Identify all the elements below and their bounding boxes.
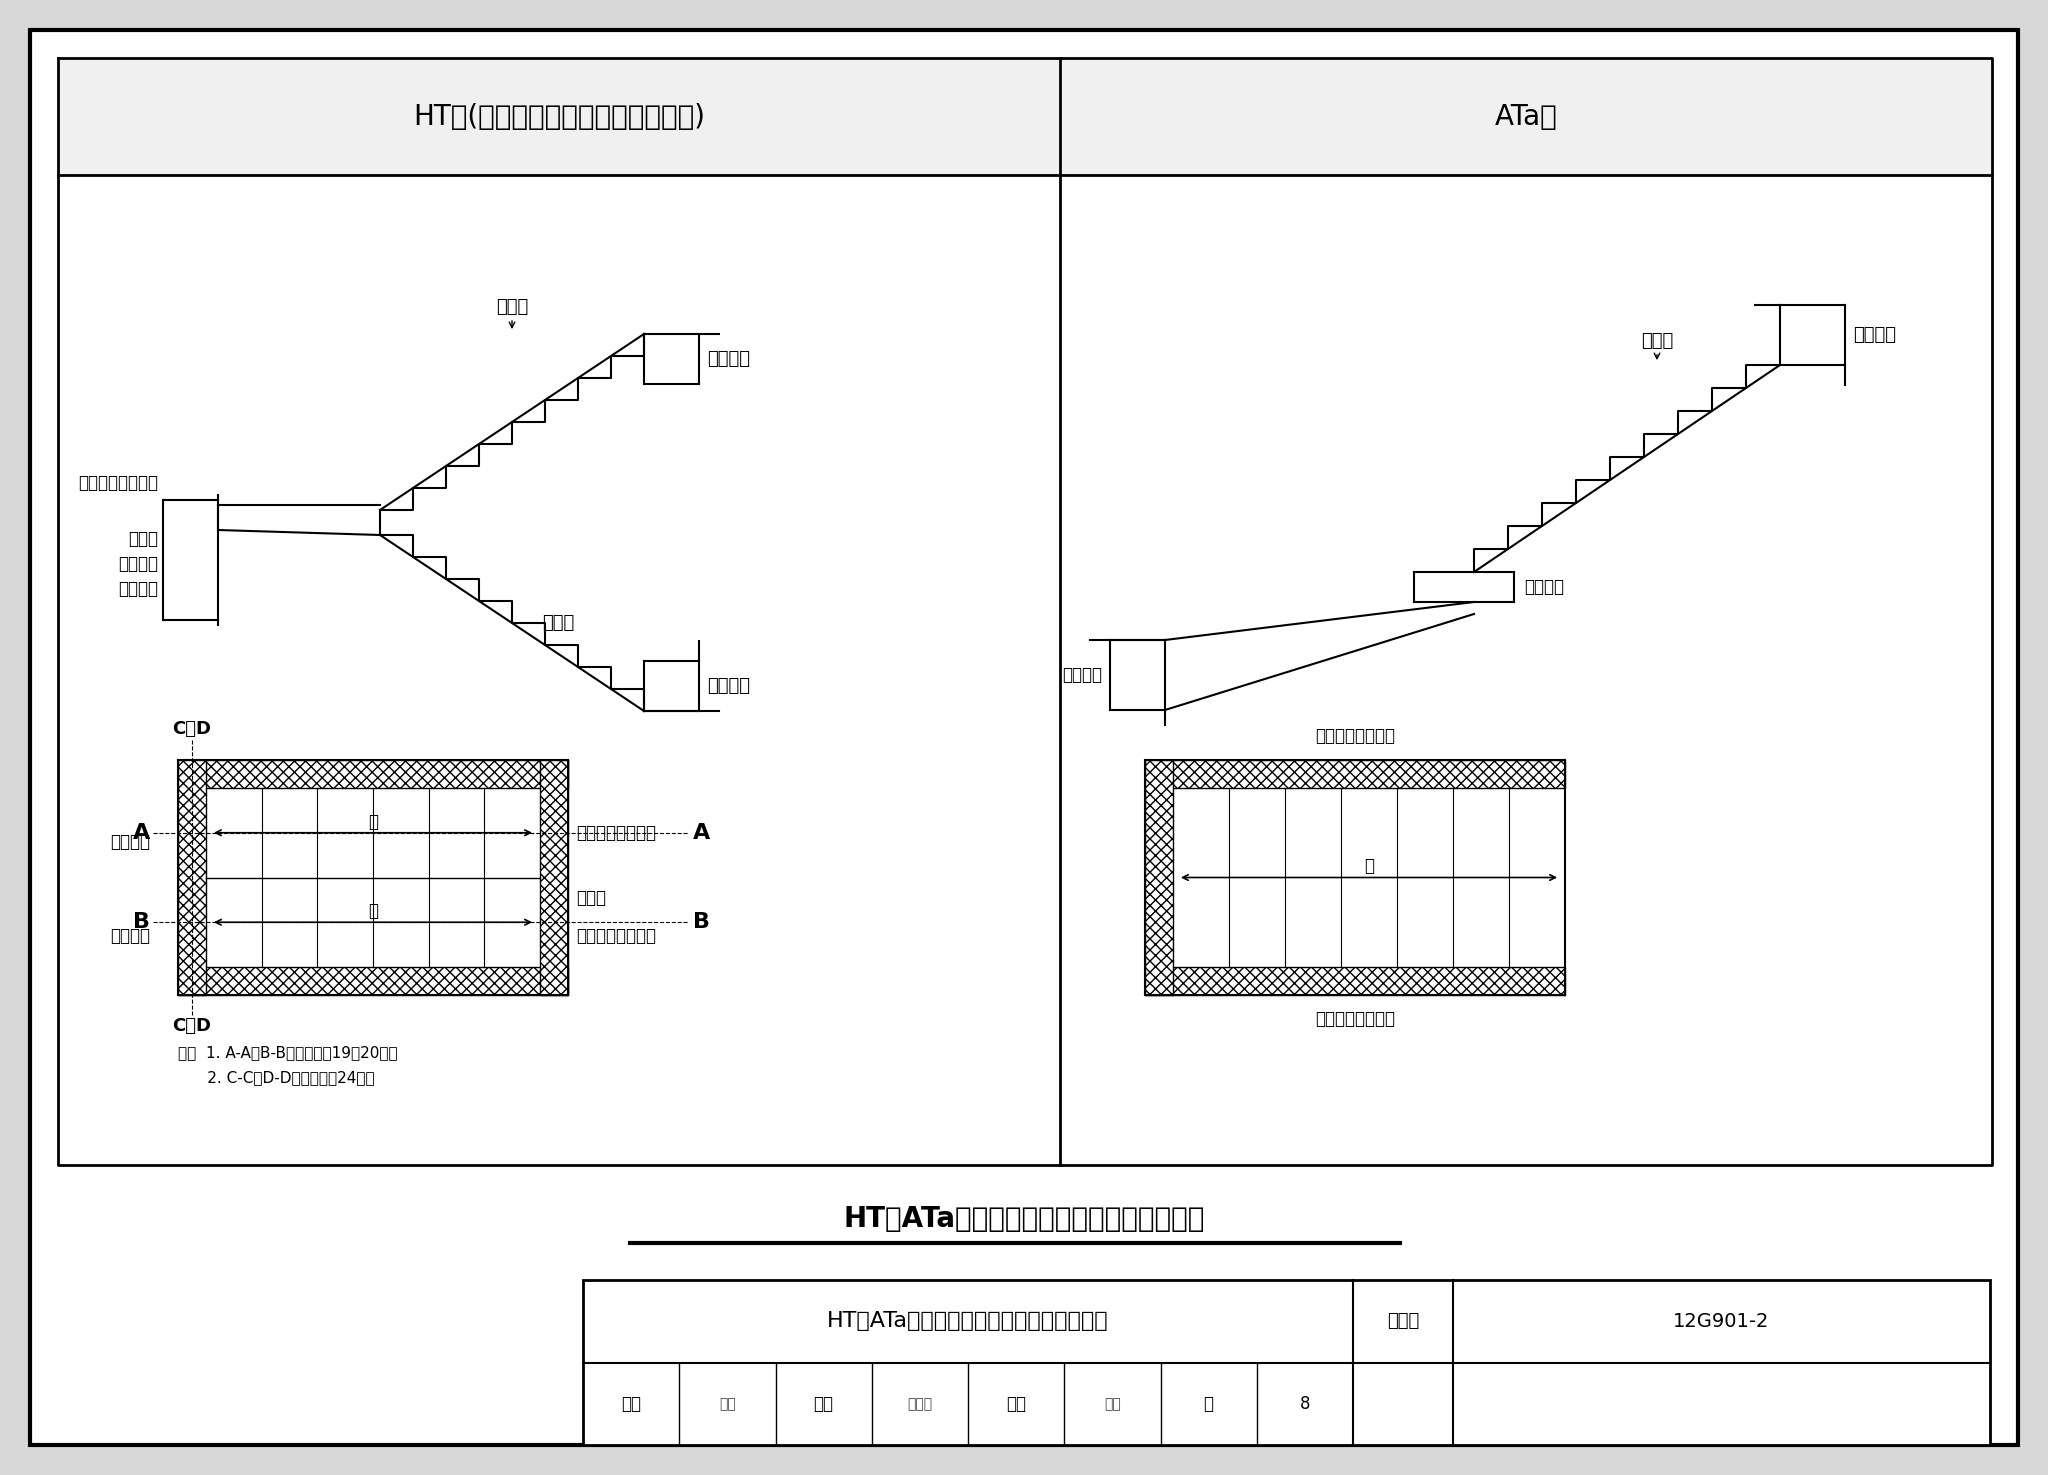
Text: HT型(有层间和楼层平板的双跑梯板): HT型(有层间和楼层平板的双跑梯板) xyxy=(414,102,705,130)
Text: 楼层梯梁单边支座: 楼层梯梁单边支座 xyxy=(575,928,655,945)
Text: 滑动支座: 滑动支座 xyxy=(1524,578,1565,596)
Text: 上: 上 xyxy=(1364,857,1374,876)
Text: A: A xyxy=(692,823,711,842)
Text: 图集号: 图集号 xyxy=(1386,1313,1419,1330)
Text: 上: 上 xyxy=(369,813,379,830)
Text: 三边支承层间平板: 三边支承层间平板 xyxy=(78,473,158,493)
Text: 踏步段: 踏步段 xyxy=(496,298,528,316)
Text: 上一层: 上一层 xyxy=(575,889,606,907)
Text: 詹谊: 詹谊 xyxy=(719,1397,735,1410)
Text: 刘敏: 刘敏 xyxy=(1104,1397,1120,1410)
Bar xyxy=(1145,760,1565,788)
Bar xyxy=(207,788,541,968)
Text: 三边支座: 三边支座 xyxy=(111,928,150,945)
Text: C、D: C、D xyxy=(172,1016,211,1035)
Text: 上: 上 xyxy=(369,903,379,920)
Text: ATa型: ATa型 xyxy=(1495,102,1556,130)
Text: HT、ATa型楼梯截面形状与支座位置示意图: HT、ATa型楼梯截面形状与支座位置示意图 xyxy=(827,1311,1108,1332)
Bar xyxy=(1174,788,1565,968)
Text: 或剪力墙: 或剪力墙 xyxy=(119,555,158,572)
Bar xyxy=(178,760,567,788)
Text: C、D: C、D xyxy=(172,720,211,738)
Bar xyxy=(1145,968,1565,996)
Text: 页: 页 xyxy=(1204,1395,1214,1413)
Text: 高端梯梁: 高端梯梁 xyxy=(1853,326,1896,344)
Text: 层间平板: 层间平板 xyxy=(111,833,150,851)
Text: 2. C-C、D-D详本图集第24页。: 2. C-C、D-D详本图集第24页。 xyxy=(178,1069,375,1086)
Text: 踏步段: 踏步段 xyxy=(543,614,573,631)
Text: 审核: 审核 xyxy=(621,1395,641,1413)
Text: 或砌体墙: 或砌体墙 xyxy=(119,580,158,597)
Text: 注：  1. A-A、B-B详本图集第19、20页。: 注： 1. A-A、B-B详本图集第19、20页。 xyxy=(178,1044,397,1061)
Text: 梯板低端单边支座: 梯板低端单边支座 xyxy=(1315,1010,1395,1028)
Text: 踏步段: 踏步段 xyxy=(1640,332,1673,350)
Text: HT、ATa型楼梯截面形状与支座位置示意图: HT、ATa型楼梯截面形状与支座位置示意图 xyxy=(844,1205,1204,1233)
Text: 冯海悦: 冯海悦 xyxy=(907,1397,932,1410)
Text: 楼层梯梁: 楼层梯梁 xyxy=(707,677,750,695)
Bar xyxy=(584,1280,1991,1446)
Text: B: B xyxy=(133,912,150,932)
Text: 12G901-2: 12G901-2 xyxy=(1673,1311,1769,1330)
Bar xyxy=(1145,760,1174,996)
Text: 梯板高端单边支座: 梯板高端单边支座 xyxy=(1315,727,1395,745)
Text: 8: 8 xyxy=(1300,1395,1311,1413)
Text: B: B xyxy=(692,912,711,932)
Bar xyxy=(541,760,567,996)
Text: 层间梁: 层间梁 xyxy=(127,530,158,549)
Bar xyxy=(57,58,1993,176)
Bar xyxy=(178,760,207,996)
Bar xyxy=(178,968,567,996)
Text: 校对: 校对 xyxy=(813,1395,834,1413)
Text: 楼层梯梁单边支座: 楼层梯梁单边支座 xyxy=(575,823,655,842)
Text: 低端梯梁: 低端梯梁 xyxy=(1063,667,1102,684)
Text: A: A xyxy=(133,823,150,842)
Text: 楼层梯梁: 楼层梯梁 xyxy=(707,350,750,367)
Text: 设计: 设计 xyxy=(1006,1395,1026,1413)
